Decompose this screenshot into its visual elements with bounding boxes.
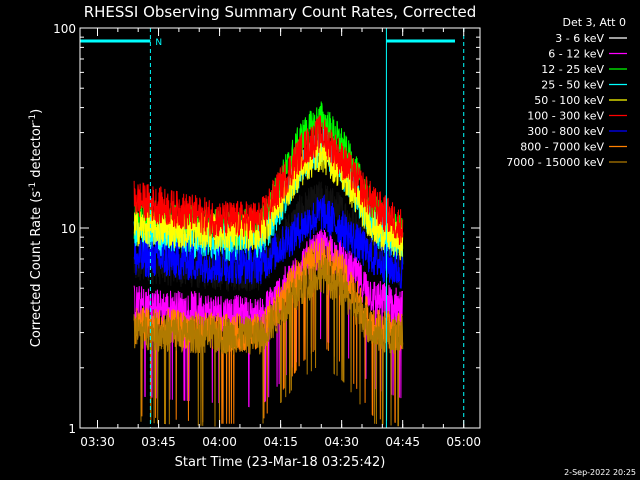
y-axis-label: Corrected Count Rate (s-1 detector-1): [28, 109, 44, 347]
x-tick-label: 05:00: [446, 435, 481, 449]
footer-date: 2-Sep-2022 20:25: [564, 468, 636, 477]
legend-entry-label: 6 - 12 keV: [548, 48, 604, 61]
x-tick-label: 03:45: [141, 435, 176, 449]
y-axis-label-main: Corrected Count Rate (s: [29, 191, 44, 348]
night-label: N: [155, 38, 162, 48]
legend-entry-label: 25 - 50 keV: [541, 79, 604, 92]
y-axis-label-sup2: -1: [28, 114, 38, 123]
chart-title: RHESSI Observing Summary Count Rates, Co…: [84, 3, 477, 21]
series-line: [133, 255, 404, 427]
y-axis-label-end: ): [29, 109, 44, 114]
y-axis-label-sup1: -1: [28, 182, 38, 191]
legend-entry-label: 50 - 100 keV: [534, 94, 604, 107]
y-axis-label-mid: detector: [29, 122, 44, 182]
x-tick-label: 04:45: [385, 435, 420, 449]
series-layer: [133, 101, 404, 427]
series-line: [133, 115, 404, 245]
y-tick-label: 100: [53, 22, 76, 36]
axis-layer: 03:30 03:45 04:00 04:15 04:30 04:45 05:00 1 10 10…: [53, 22, 481, 449]
legend-title: Det 3, Att 0: [563, 16, 627, 29]
legend-entry-label: 3 - 6 keV: [555, 32, 604, 45]
legend-entry-label: 7000 - 15000 keV: [506, 156, 604, 169]
x-tick-label: 04:00: [202, 435, 237, 449]
legend-entry-label: 800 - 7000 keV: [520, 141, 604, 154]
y-tick-label: 10: [61, 222, 76, 236]
legend: Det 3, Att 0 3 - 6 keV 6 - 12 keV 12 - 25 …: [506, 16, 627, 169]
series-line: [133, 194, 404, 289]
x-tick-label: 03:30: [80, 435, 115, 449]
series-line: [133, 134, 404, 261]
y-tick-label: 1: [68, 422, 76, 436]
x-tick-label: 04:30: [324, 435, 359, 449]
legend-entry-label: 100 - 300 keV: [527, 110, 604, 123]
legend-entry-label: 12 - 25 keV: [541, 63, 604, 76]
x-axis-label: Start Time (23-Mar-18 03:25:42): [175, 455, 386, 470]
legend-entry-label: 300 - 800 keV: [527, 125, 604, 138]
x-tick-label: 04:15: [263, 435, 298, 449]
